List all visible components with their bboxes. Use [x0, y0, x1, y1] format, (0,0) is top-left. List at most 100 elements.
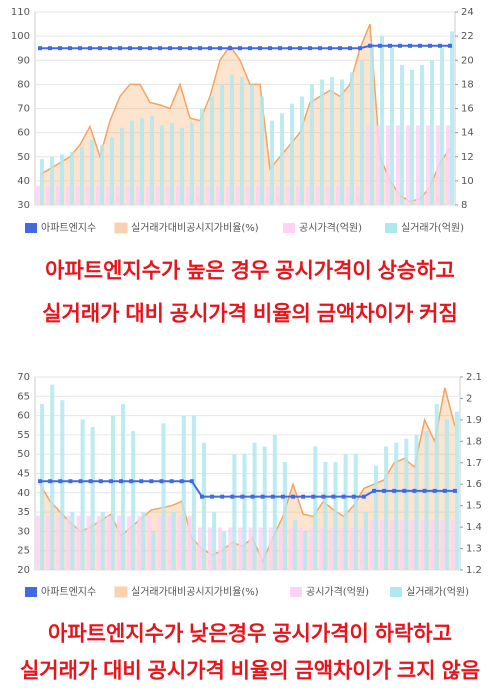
line-marker — [88, 46, 92, 51]
bar — [394, 442, 399, 570]
bar — [116, 515, 122, 570]
line-marker — [149, 479, 154, 484]
bar — [100, 512, 105, 570]
bar — [356, 185, 360, 205]
bar — [191, 415, 196, 570]
y-tick-label: 45 — [17, 469, 30, 480]
y-tick-label: 25 — [17, 546, 30, 557]
bar — [278, 527, 283, 570]
y2-tick-label: 20 — [461, 55, 474, 66]
bar — [340, 79, 344, 205]
bar — [316, 185, 320, 205]
line-marker — [402, 488, 407, 493]
y-tick-label: 70 — [17, 372, 30, 383]
line-marker — [438, 43, 442, 48]
bar — [66, 515, 71, 570]
bar — [333, 461, 338, 570]
bar — [238, 527, 243, 570]
bar — [116, 185, 120, 205]
line-marker — [158, 46, 162, 51]
bar — [416, 125, 420, 205]
bar — [167, 515, 172, 570]
line-marker — [260, 494, 265, 499]
bar — [140, 118, 144, 205]
bar — [90, 427, 95, 570]
bar — [293, 519, 298, 570]
line-marker — [418, 43, 422, 48]
y-tick-label: 55 — [17, 430, 30, 441]
line-marker — [178, 46, 182, 51]
line-marker — [298, 46, 302, 51]
y-tick-label: 100 — [11, 31, 30, 42]
y-tick-label: 20 — [17, 565, 30, 576]
bar — [236, 185, 240, 205]
y-tick-label: 60 — [17, 411, 30, 422]
line-marker — [358, 46, 362, 51]
bar — [410, 519, 415, 570]
bar — [299, 527, 304, 570]
y2-tick-label: 10 — [461, 176, 474, 187]
bar — [50, 156, 54, 205]
bar — [96, 185, 100, 205]
legend-label: 공시가격(억원) — [306, 585, 369, 598]
bar — [170, 122, 174, 205]
bar — [137, 515, 142, 570]
bar — [376, 125, 380, 205]
bar — [60, 400, 65, 570]
legend-label: 실거래가대비공시지가비율(%) — [131, 222, 259, 234]
line-marker — [291, 494, 296, 499]
line-marker — [341, 494, 346, 499]
bar — [232, 454, 237, 570]
line-marker — [348, 46, 352, 51]
line-marker — [208, 46, 212, 51]
line-marker — [448, 43, 452, 48]
line-marker — [68, 479, 73, 484]
bar — [309, 527, 314, 570]
line-marker — [228, 46, 232, 51]
bar — [369, 519, 374, 570]
bar — [106, 185, 110, 205]
bar — [370, 43, 374, 205]
bar — [266, 185, 270, 205]
line-marker — [432, 488, 437, 493]
legend-label: 아파트엔지수 — [41, 222, 96, 234]
bar — [248, 527, 253, 570]
bar — [390, 48, 394, 205]
bar — [161, 423, 166, 570]
bar — [220, 84, 224, 205]
bar — [313, 446, 318, 570]
bar — [151, 531, 156, 570]
bar — [212, 512, 217, 570]
bar — [384, 446, 389, 570]
line-marker — [382, 488, 387, 493]
legend-swatch — [25, 587, 37, 597]
line-marker — [68, 46, 72, 51]
bar — [426, 125, 430, 205]
y2-tick-label: 24 — [461, 7, 474, 18]
legend-label: 공시가격(억원) — [299, 221, 362, 234]
line-marker — [238, 46, 242, 51]
line-marker — [248, 46, 252, 51]
bar — [329, 527, 334, 570]
bar — [260, 96, 264, 205]
bar — [218, 527, 223, 570]
bar — [216, 185, 220, 205]
bar — [319, 527, 324, 570]
legend-swatch — [283, 223, 295, 233]
bar — [147, 515, 152, 570]
bar — [46, 185, 50, 205]
y-tick-label: 35 — [17, 507, 30, 518]
line-marker — [108, 479, 113, 484]
bar — [252, 442, 257, 570]
y2-tick-label: 14 — [461, 128, 474, 139]
legend-swatch — [385, 223, 397, 233]
bar — [127, 515, 132, 570]
bar — [56, 515, 61, 570]
caption: 실거래가 대비 공시가격 비율의 금액차이가 크지 않음 — [20, 660, 480, 683]
line-marker — [412, 488, 417, 493]
bar — [434, 404, 439, 570]
line-marker — [88, 479, 93, 484]
bar — [200, 108, 204, 205]
line-marker — [220, 494, 225, 499]
y-tick-label: 65 — [17, 391, 30, 402]
